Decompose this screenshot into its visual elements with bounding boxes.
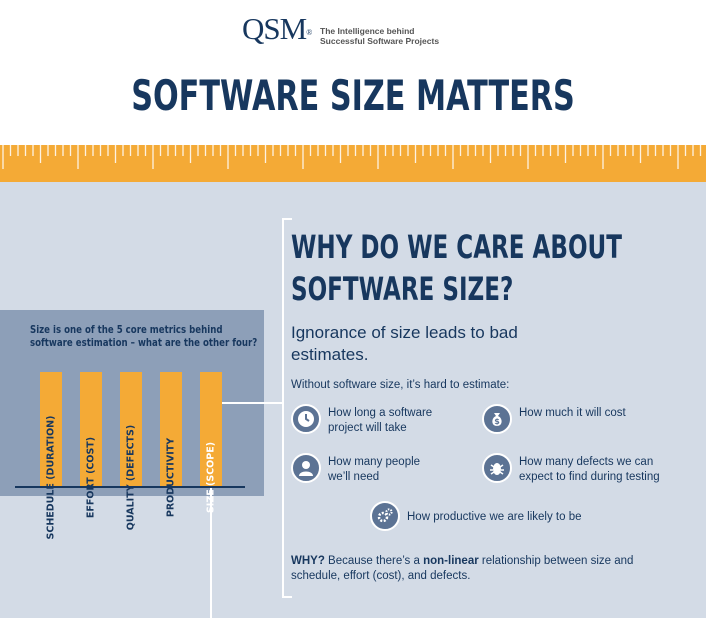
connector-line [222,402,284,404]
metric-bar-effort: EFFORT (COST) [80,372,102,518]
item-text: How much it will cost [519,407,626,419]
gears-icon [370,501,400,531]
item-text: How long a software project will take [328,407,433,434]
ruler-banner [0,145,706,182]
clock-icon [291,404,321,434]
item-text: How many people we’ll need [328,456,421,483]
metric-label: EFFORT (COST) [85,436,97,519]
intro-text: Without software size, it’s hard to esti… [291,379,510,391]
section-subtitle: Ignorance of size leads to bad estimates… [291,323,518,364]
metric-bar-productivity: PRODUCTIVITY [160,372,182,517]
bars-baseline [15,486,245,488]
metric-label: PRODUCTIVITY [165,437,177,518]
metric-bar-size: SIZE (SCOPE) [200,372,222,513]
connector-line-vertical [210,488,212,618]
bug-icon [482,453,512,483]
page-title: SOFTWARE SIZE MATTERS [131,71,575,120]
why-explanation: WHY? Because there’s a non-linear relati… [291,555,634,582]
core-metrics-caption: Size is one of the 5 core metrics behind… [30,324,258,349]
item-text: How productive we are likely to be [407,511,582,523]
money-bag-icon: $ [482,404,512,434]
metric-label: QUALITY (DEFECTS) [125,424,137,531]
metric-bar-quality: QUALITY (DEFECTS) [120,372,142,530]
metric-bar-schedule: SCHEDULE (DURATION) [40,372,62,539]
logo-mark: QSM® [242,11,312,46]
svg-text:$: $ [494,417,500,426]
logo-tagline: The Intelligence behind Successful Softw… [320,26,440,46]
section-bracket [282,218,292,598]
section-title: WHY DO WE CARE ABOUT SOFTWARE SIZE? [291,228,622,308]
metric-label: SCHEDULE (DURATION) [45,415,57,540]
qsm-logo: QSM® The Intelligence behind Successful … [242,11,502,47]
ruler-ticks [2,145,702,169]
person-icon [291,453,321,483]
item-text: How many defects we can expect to find du… [519,456,660,483]
